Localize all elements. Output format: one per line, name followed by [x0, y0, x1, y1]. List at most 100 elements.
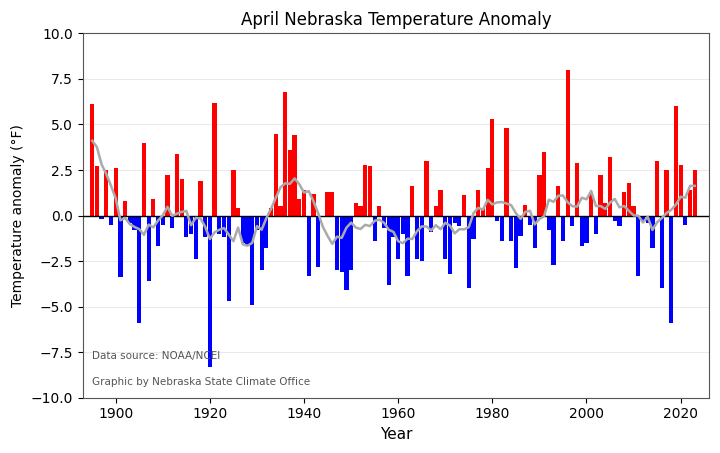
Bar [147, 216, 150, 281]
Bar [255, 216, 259, 230]
Bar [227, 216, 231, 301]
Bar [194, 216, 198, 259]
Bar [405, 216, 410, 275]
Bar [175, 154, 179, 216]
Bar [396, 216, 400, 259]
Bar [433, 207, 438, 216]
Bar [354, 203, 358, 216]
Bar [222, 216, 226, 237]
Bar [603, 203, 608, 216]
Bar [688, 190, 692, 216]
Bar [250, 216, 254, 305]
Bar [537, 175, 541, 216]
Bar [90, 105, 94, 216]
Bar [217, 216, 222, 234]
Bar [269, 208, 273, 216]
Bar [655, 161, 660, 216]
Bar [330, 192, 334, 216]
Bar [137, 216, 141, 323]
Bar [467, 216, 471, 289]
Bar [665, 170, 669, 216]
Bar [377, 207, 382, 216]
Bar [415, 216, 419, 259]
Bar [99, 216, 104, 219]
Bar [166, 175, 170, 216]
Bar [349, 216, 354, 270]
Bar [542, 152, 546, 216]
Bar [104, 170, 109, 216]
Bar [316, 216, 320, 266]
X-axis label: Year: Year [379, 427, 412, 442]
Bar [246, 216, 250, 245]
Bar [660, 216, 664, 289]
Text: Graphic by Nebraska State Climate Office: Graphic by Nebraska State Climate Office [92, 377, 310, 387]
Bar [363, 164, 367, 216]
Bar [292, 135, 297, 216]
Bar [472, 216, 476, 239]
Bar [184, 216, 189, 237]
Bar [533, 216, 537, 248]
Bar [264, 216, 269, 248]
Bar [95, 166, 99, 216]
Bar [325, 192, 330, 216]
Bar [340, 216, 344, 272]
Bar [646, 216, 650, 223]
Bar [565, 70, 570, 216]
Bar [669, 216, 673, 323]
Bar [203, 216, 207, 237]
Bar [118, 216, 122, 277]
Bar [387, 216, 391, 285]
Bar [161, 216, 165, 225]
Bar [575, 163, 579, 216]
Bar [231, 170, 235, 216]
Bar [631, 207, 636, 216]
Bar [443, 216, 447, 259]
Bar [311, 194, 315, 216]
Bar [368, 166, 372, 216]
Bar [570, 216, 575, 226]
Bar [382, 216, 386, 228]
Bar [678, 164, 683, 216]
Bar [372, 216, 377, 241]
Bar [274, 134, 278, 216]
Bar [320, 216, 325, 217]
Bar [132, 216, 137, 230]
Bar [650, 216, 654, 248]
Bar [179, 179, 184, 216]
Bar [626, 183, 631, 216]
Bar [392, 216, 395, 237]
Bar [240, 216, 245, 243]
Bar [288, 150, 292, 216]
Bar [528, 216, 532, 225]
Title: April Nebraska Temperature Anomaly: April Nebraska Temperature Anomaly [240, 11, 551, 29]
Bar [476, 190, 480, 216]
Bar [693, 170, 697, 216]
Bar [598, 175, 603, 216]
Bar [674, 106, 678, 216]
Bar [495, 216, 499, 221]
Bar [429, 216, 433, 232]
Bar [189, 216, 193, 234]
Bar [114, 168, 118, 216]
Bar [580, 216, 584, 246]
Bar [485, 168, 490, 216]
Bar [127, 216, 132, 223]
Bar [307, 216, 311, 275]
Bar [622, 192, 626, 216]
Bar [636, 216, 640, 275]
Bar [410, 186, 415, 216]
Y-axis label: Temperature anomaly (°F): Temperature anomaly (°F) [11, 124, 25, 307]
Bar [546, 216, 551, 230]
Bar [613, 216, 617, 221]
Bar [123, 201, 127, 216]
Bar [344, 216, 348, 290]
Bar [335, 216, 339, 270]
Bar [401, 216, 405, 234]
Bar [504, 128, 508, 216]
Bar [198, 181, 202, 216]
Bar [556, 186, 560, 216]
Bar [462, 196, 467, 216]
Bar [109, 216, 113, 225]
Bar [589, 192, 593, 216]
Bar [170, 216, 174, 228]
